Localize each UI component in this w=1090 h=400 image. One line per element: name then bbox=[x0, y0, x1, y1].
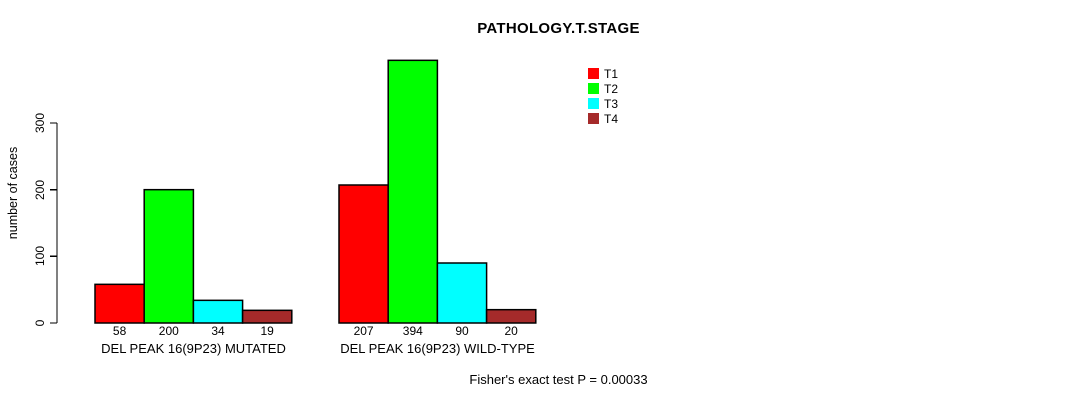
legend-label-t1: T1 bbox=[604, 66, 619, 81]
bar-t2-group1 bbox=[143, 188, 195, 324]
legend: T1 T2 T3 T4 bbox=[588, 66, 618, 126]
group-label-wildtype: DEL PEAK 16(9P23) WILD-TYPE bbox=[340, 341, 535, 356]
bar-t1-group1 bbox=[94, 283, 145, 324]
legend-label-t3: T3 bbox=[604, 96, 619, 111]
bar-value-label-t3-group1: 34 bbox=[211, 324, 225, 338]
group-label-mutated: DEL PEAK 16(9P23) MUTATED bbox=[101, 341, 286, 356]
bar-value-label-t2-group2: 394 bbox=[402, 324, 423, 338]
bar-value-label-t3-group2: 90 bbox=[455, 324, 469, 338]
bar-t4-group2 bbox=[485, 308, 537, 324]
bar-value-label-t1-group2: 207 bbox=[353, 324, 374, 338]
y-tick-label-200: 200 bbox=[33, 179, 47, 200]
bar-t3-group2 bbox=[436, 262, 488, 324]
bar-value-label-t4-group1: 19 bbox=[260, 324, 274, 338]
legend-swatch-t1 bbox=[588, 68, 599, 79]
chart-title: PATHOLOGY.T.STAGE bbox=[477, 20, 640, 37]
fisher-test-annotation: Fisher's exact test P = 0.00033 bbox=[469, 372, 648, 387]
y-axis-label: number of cases bbox=[6, 146, 20, 240]
bar-t1-group2 bbox=[338, 184, 389, 324]
legend-swatch-t4 bbox=[588, 113, 599, 124]
legend-item-t3: T3 bbox=[588, 96, 618, 111]
legend-label-t2: T2 bbox=[604, 81, 619, 96]
bar-t3-group1 bbox=[192, 299, 244, 324]
legend-label-t4: T4 bbox=[604, 111, 619, 126]
legend-item-t2: T2 bbox=[588, 81, 618, 96]
legend-swatch-t2 bbox=[588, 83, 599, 94]
bar-t4-group1 bbox=[241, 309, 293, 324]
legend-item-t4: T4 bbox=[588, 111, 618, 126]
legend-item-t1: T1 bbox=[588, 66, 618, 81]
y-tick-label-300: 300 bbox=[33, 112, 47, 134]
bar-value-label-t2-group1: 200 bbox=[158, 324, 179, 338]
bar-t2-group2 bbox=[387, 59, 439, 324]
bar-value-label-t4-group2: 20 bbox=[504, 324, 518, 338]
y-tick-label-0: 0 bbox=[33, 319, 47, 327]
bar-value-label-t1-group1: 58 bbox=[112, 324, 127, 338]
legend-swatch-t3 bbox=[588, 98, 599, 109]
y-tick-label-100: 100 bbox=[33, 246, 47, 267]
